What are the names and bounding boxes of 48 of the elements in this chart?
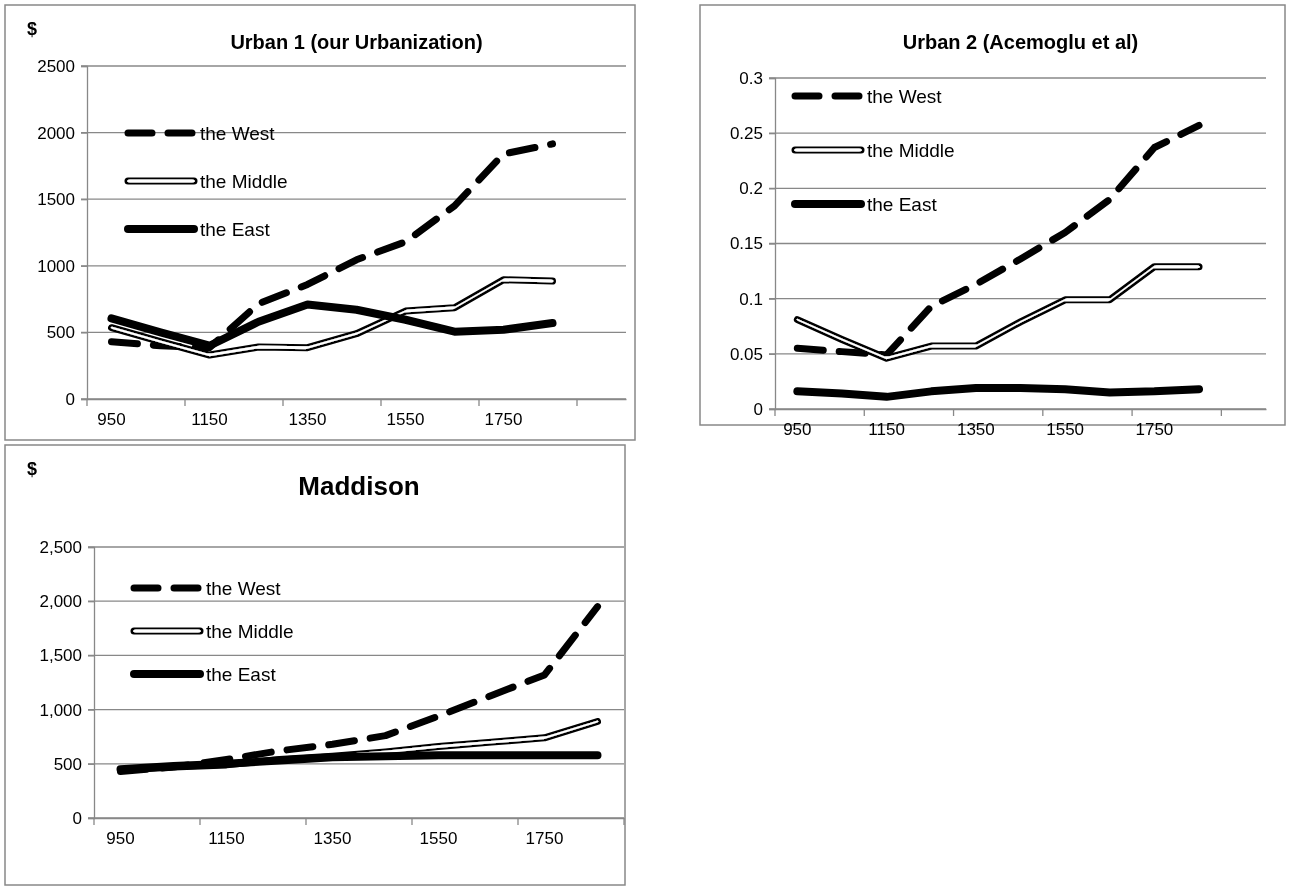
y-tick-label: 0.2 (739, 179, 763, 199)
x-tick-label: 1550 (1046, 420, 1085, 440)
legend-label: the East (867, 194, 938, 215)
y-tick-label: 2000 (37, 123, 75, 143)
legend-label: the Middle (867, 140, 955, 161)
x-tick-label: 1750 (484, 410, 523, 430)
y-tick-label: 0 (753, 399, 763, 419)
x-tick-label: 1150 (208, 829, 245, 849)
chart-title: Urban 2 (Acemoglu et al) (902, 31, 1139, 53)
y-tick-label: 2,500 (39, 537, 82, 557)
x-tick-label: 950 (97, 410, 126, 430)
legend-label: the Middle (200, 171, 288, 192)
x-tick-label: 1750 (1135, 420, 1174, 440)
x-tick-label: 950 (106, 829, 135, 849)
y-tick-label: 500 (53, 754, 82, 774)
legend-label: the West (867, 86, 943, 107)
y-axis-title: $ (27, 19, 38, 39)
x-tick-label: 950 (783, 420, 812, 440)
y-tick-label: 0 (72, 808, 82, 828)
legend-label: the West (206, 578, 282, 599)
legend-label: the West (200, 123, 276, 144)
legend-label: the East (206, 664, 277, 685)
x-tick-label: 1550 (386, 410, 425, 430)
y-tick-label: 2500 (37, 56, 75, 76)
y-tick-label: 0.05 (729, 344, 763, 364)
y-axis-title: $ (27, 459, 38, 479)
y-tick-label: 2,000 (39, 592, 82, 612)
y-tick-label: 1,500 (39, 646, 82, 666)
x-tick-label: 1350 (313, 829, 352, 849)
legend-label: the Middle (206, 621, 294, 642)
y-tick-label: 0.15 (729, 234, 763, 254)
y-tick-label: 0 (65, 389, 75, 409)
x-tick-label: 1750 (525, 829, 564, 849)
y-tick-label: 1500 (37, 190, 75, 210)
x-tick-label: 1550 (419, 829, 458, 849)
y-tick-label: 1,000 (39, 700, 82, 720)
y-tick-label: 0.25 (729, 124, 763, 144)
chart-title: Urban 1 (our Urbanization) (230, 31, 483, 53)
x-tick-label: 1150 (868, 420, 905, 440)
x-tick-label: 1150 (191, 410, 228, 430)
y-tick-label: 1000 (37, 256, 75, 276)
x-tick-label: 1350 (288, 410, 327, 430)
y-tick-label: 500 (46, 323, 75, 343)
legend-label: the East (200, 219, 271, 240)
x-tick-label: 1350 (956, 420, 995, 440)
y-tick-label: 0.1 (739, 289, 763, 309)
chart-title: Maddison (298, 471, 420, 501)
y-tick-label: 0.3 (739, 68, 763, 88)
